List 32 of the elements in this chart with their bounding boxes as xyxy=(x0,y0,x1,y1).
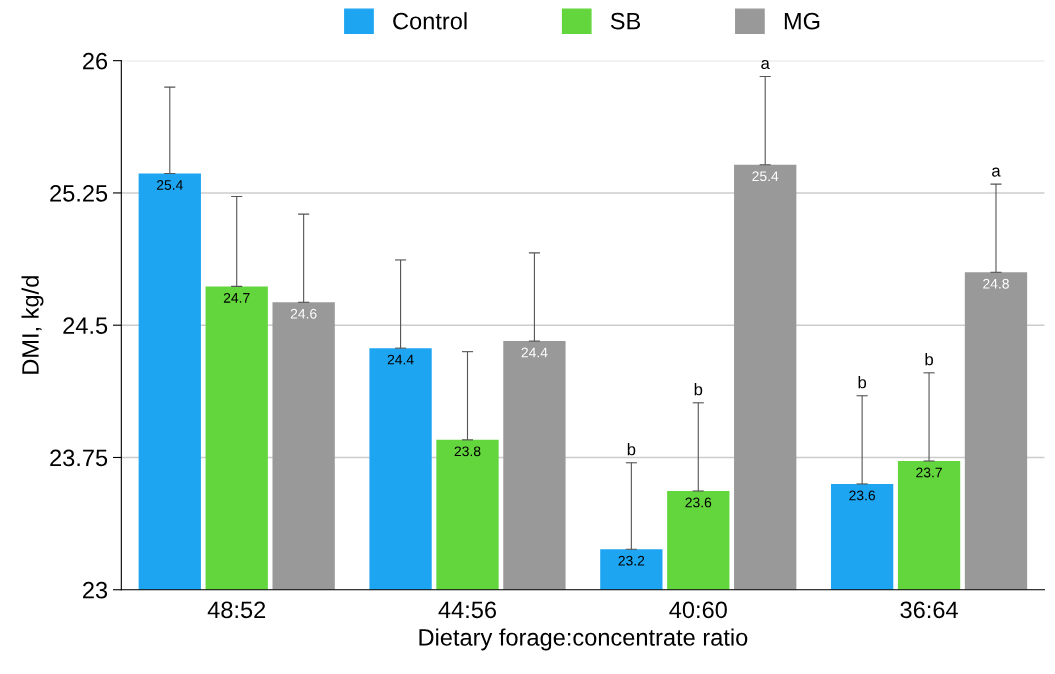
y-tick-label: 25.25 xyxy=(50,185,108,202)
y-tick-label: 26 xyxy=(83,52,108,70)
annotation: a xyxy=(761,59,770,70)
data-label: 24.4 xyxy=(521,347,548,358)
data-label: 24.8 xyxy=(983,278,1009,289)
y-axis-title: DMI, kg/d xyxy=(21,276,44,374)
x-tick-label: 36:64 xyxy=(900,601,958,619)
x-tick-label: 48:52 xyxy=(207,601,266,619)
data-label: 23.6 xyxy=(685,497,712,508)
data-label: 24.7 xyxy=(223,292,250,303)
data-label: 23.6 xyxy=(849,490,876,501)
data-label: 25.4 xyxy=(752,171,779,182)
data-label: 23.7 xyxy=(916,467,942,478)
data-label: 24.4 xyxy=(387,354,414,365)
x-tick-label: 40:60 xyxy=(669,601,727,619)
data-label: 25.4 xyxy=(156,180,183,190)
annotation: b xyxy=(925,353,933,366)
x-tick-label: 44:56 xyxy=(438,601,496,619)
y-tick-label: 23.75 xyxy=(50,449,108,467)
data-label: 23.8 xyxy=(454,446,481,457)
annotation: b xyxy=(627,443,636,456)
annotation: a xyxy=(992,167,1001,177)
legend-label: MG xyxy=(784,12,820,30)
legend-label: SB xyxy=(610,12,641,30)
y-tick-label: 23 xyxy=(83,581,108,599)
x-axis-title: Dietary forage:concentrate ratio xyxy=(419,628,748,651)
data-label: 24.6 xyxy=(290,308,317,319)
annotation: b xyxy=(858,376,867,389)
y-tick-label: 24.5 xyxy=(63,317,108,334)
data-label: 23.2 xyxy=(618,555,645,566)
legend-label: Control xyxy=(393,12,467,30)
annotation: b xyxy=(694,383,703,396)
